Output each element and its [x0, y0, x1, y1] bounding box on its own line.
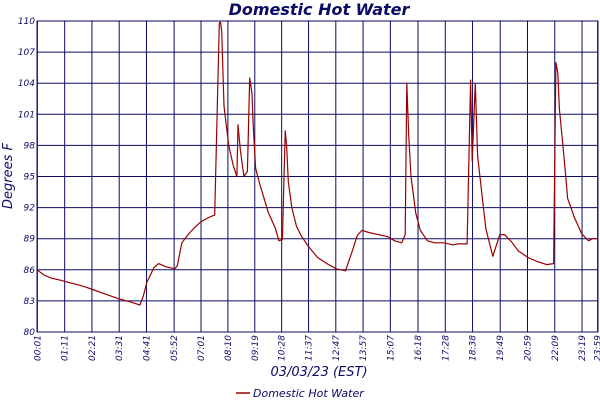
x-tick-label: 05:52 [170, 335, 180, 361]
x-tick-label: 17:28 [441, 335, 451, 361]
x-tick-label: 07:01 [197, 335, 207, 361]
y-tick-label: 80 [24, 328, 36, 338]
x-tick-label: 03:31 [115, 335, 125, 361]
y-tick-label: 83 [24, 297, 36, 307]
x-tick-label: 19:49 [496, 335, 506, 361]
x-tick-label: 09:19 [251, 335, 261, 361]
x-tick-label: 16:18 [414, 335, 424, 361]
grid-layer [36, 20, 599, 333]
x-tick-label: 13:57 [359, 335, 369, 361]
x-tick-labels: 00:01 01:11 02:21 03:31 04:41 05:52 07:01 08:10… [33, 335, 600, 361]
y-tick-label: 92 [24, 204, 36, 214]
chart-title: Domestic Hot Water [229, 0, 411, 19]
x-tick-label: 18:38 [469, 335, 479, 361]
legend-label: Domestic Hot Water [253, 387, 365, 400]
x-tick-label: 08:10 [224, 335, 234, 361]
x-tick-label: 04:41 [142, 335, 152, 361]
series-line [36, 21, 598, 306]
x-tick-label: 12:47 [332, 335, 342, 361]
x-axis-label: 03/03/23 (EST) [270, 365, 367, 380]
y-tick-label: 89 [24, 235, 36, 245]
y-tick-label: 98 [24, 141, 36, 151]
y-tick-labels: 80 83 86 89 92 95 98 101 104 107 110 [18, 17, 35, 338]
x-tick-label: 11:37 [305, 335, 315, 361]
x-tick-label: 00:01 [33, 335, 43, 361]
x-tick-label: 15:07 [386, 335, 396, 361]
x-tick-label: 10:28 [278, 335, 288, 361]
y-axis-label: Degrees F [1, 142, 16, 209]
y-tick-label: 86 [24, 266, 36, 276]
x-tick-label: 02:21 [88, 335, 98, 361]
legend: Domestic Hot Water [236, 387, 365, 400]
x-tick-label: 01:11 [61, 335, 71, 361]
x-tick-label: 22:09 [551, 335, 561, 361]
y-tick-label: 104 [18, 79, 35, 89]
y-tick-label: 101 [18, 110, 35, 120]
series-layer [36, 21, 598, 306]
y-tick-label: 107 [18, 48, 35, 58]
x-tick-label: 23:19 [578, 335, 588, 361]
plot-frame [36, 20, 599, 333]
x-tick-label: 23:59 [594, 335, 600, 361]
y-tick-label: 110 [18, 17, 35, 27]
x-tick-label: 20:59 [523, 335, 533, 361]
y-tick-label: 95 [24, 173, 36, 183]
